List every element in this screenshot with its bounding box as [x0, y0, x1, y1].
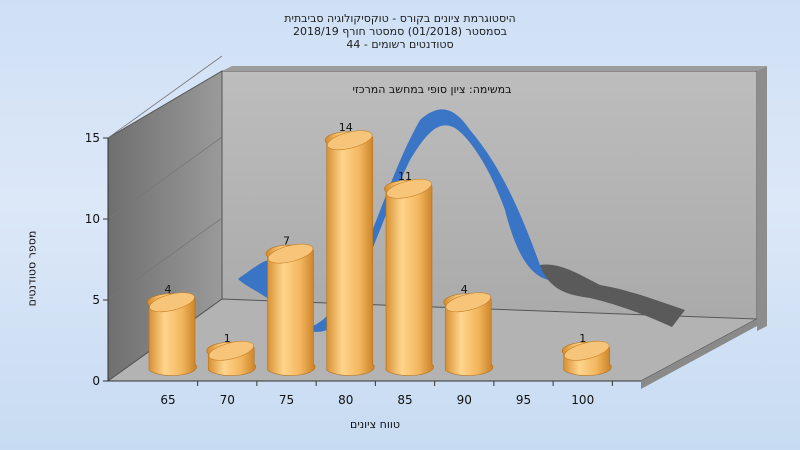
- bar-top: [267, 243, 314, 264]
- x-tick-label: 65: [160, 393, 175, 407]
- bar-top: [327, 130, 373, 151]
- gridline-left: [107, 217, 223, 301]
- right-edge: [757, 66, 767, 331]
- x-tick-label: 100: [571, 393, 594, 407]
- x-tick-label: 85: [397, 393, 412, 407]
- bar-body: [147, 293, 197, 376]
- bar: 4: [147, 283, 197, 376]
- gridlines: [107, 55, 223, 301]
- bar: 14: [324, 121, 375, 376]
- x-axis-label: טווח ציונים: [350, 418, 400, 431]
- bar: 11: [384, 170, 434, 376]
- bar-body: [265, 244, 316, 376]
- bar-body: [443, 293, 494, 376]
- top-edge: [222, 66, 767, 71]
- bar-value-label: 11: [398, 170, 412, 183]
- bar-body: [324, 131, 375, 376]
- y-axis-label: מספר סטודנטים: [25, 230, 39, 307]
- gridline-left: [107, 136, 223, 220]
- gridline-left: [107, 55, 223, 139]
- bar-value-label: 7: [283, 235, 290, 248]
- x-tick-label: 75: [279, 393, 294, 407]
- x-tick-label: 90: [457, 393, 472, 407]
- bar-body: [384, 179, 434, 376]
- y-tick-label: 5: [92, 293, 100, 307]
- bar-value-label: 1: [579, 332, 586, 345]
- bar-top: [208, 340, 254, 361]
- bar: 4: [443, 283, 494, 376]
- chart-title-line-3: סטודנטים רשומים - 44: [346, 38, 454, 51]
- chart-title-line-2: בסמסטר (01/2018) סמסטר חורף 2018/19: [293, 25, 507, 38]
- floor-edge: [641, 319, 757, 389]
- bar-top: [386, 178, 432, 199]
- bar-value-label: 1: [224, 332, 231, 345]
- bar-top: [564, 340, 610, 361]
- bar: 1: [561, 332, 612, 376]
- y-tick-label: 0: [92, 374, 100, 388]
- task-label: במשימה: ציון סופי במחשב המרכזי: [352, 83, 511, 96]
- distribution-curve-tail: [540, 264, 685, 327]
- bar-value-label: 4: [461, 283, 468, 296]
- bar-value-label: 14: [339, 121, 353, 134]
- y-tick-label: 10: [85, 212, 100, 226]
- bar-value-label: 4: [165, 283, 172, 296]
- x-tick-label: 70: [220, 393, 235, 407]
- chart-title-line-1: היסטוגרמת ציונים בקורס - טוקסיקולוגיה סב…: [284, 12, 516, 25]
- x-tick-label: 80: [338, 393, 353, 407]
- bar-top: [149, 292, 195, 313]
- bar: 7: [265, 235, 316, 376]
- y-tick-label: 15: [85, 131, 100, 145]
- bar: 1: [206, 332, 257, 376]
- x-tick-label: 95: [516, 393, 531, 407]
- bar-top: [445, 292, 491, 313]
